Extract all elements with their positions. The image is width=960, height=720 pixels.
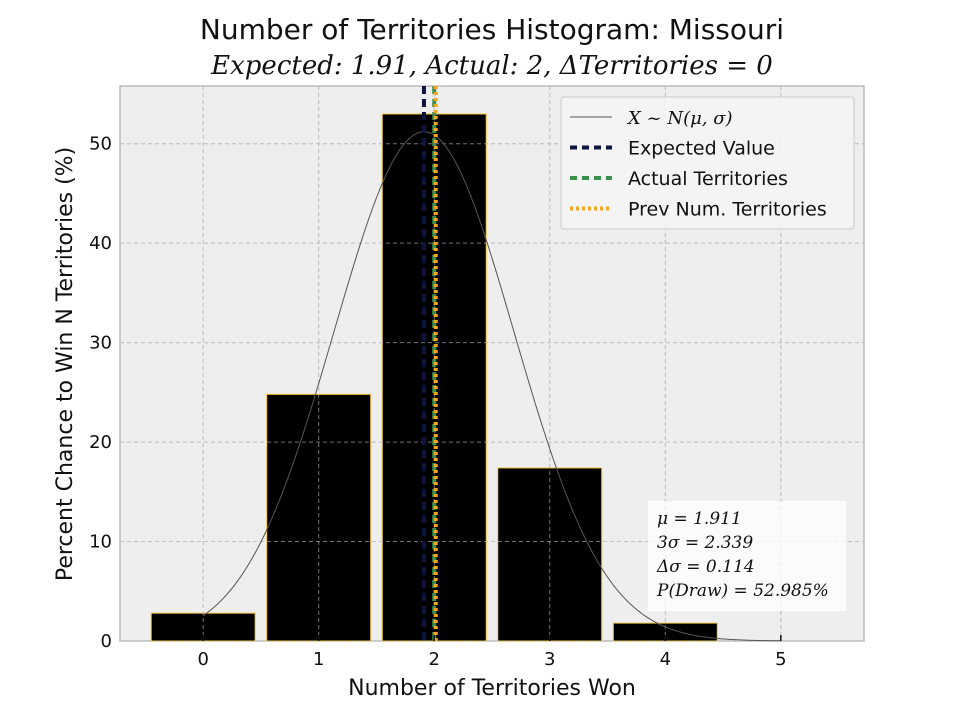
chart-title: Number of Territories Histogram: Missour… — [200, 13, 784, 46]
chart-subtitle: Expected: 1.91, Actual: 2, ΔTerritories … — [210, 51, 773, 81]
x-tick-label: 0 — [197, 649, 208, 670]
y-tick-label: 0 — [101, 631, 112, 652]
legend-label: Expected Value — [628, 138, 775, 160]
x-tick-label: 5 — [775, 649, 786, 670]
y-tick-label: 20 — [89, 432, 112, 453]
stats-line: Δσ = 0.114 — [656, 557, 755, 577]
stats-line: P(Draw) = 52.985% — [656, 581, 829, 601]
legend: X ~ N(μ, σ) Expected Value Actual Territor… — [560, 96, 855, 230]
y-tick-label: 50 — [89, 134, 112, 155]
normal-curve-line — [202, 131, 781, 642]
legend-label: X ~ N(μ, σ) — [626, 108, 733, 129]
reference-lines — [421, 86, 438, 641]
x-tick-label: 1 — [313, 649, 324, 670]
y-axis-label: Percent Chance to Win N Territories (%) — [53, 147, 78, 581]
legend-label: Actual Territories — [628, 168, 788, 190]
y-tick-label: 10 — [89, 532, 112, 553]
legend-label: Prev Num. Territories — [628, 199, 827, 221]
x-tick-label: 3 — [544, 649, 555, 670]
legend-box — [560, 96, 855, 230]
stats-line: 3σ = 2.339 — [657, 533, 753, 553]
x-tick-label: 4 — [660, 649, 671, 670]
x-axis-label: Number of Territories Won — [348, 676, 636, 701]
y-tick-label: 40 — [89, 233, 112, 254]
stats-background — [648, 501, 846, 611]
stats-line: μ = 1.911 — [657, 509, 742, 529]
y-tick-label: 30 — [89, 333, 112, 354]
x-tick-label: 2 — [429, 649, 440, 670]
normal-curve — [202, 131, 781, 642]
stats-box: μ = 1.911 3σ = 2.339 Δσ = 0.114 P(Draw) = 5… — [648, 501, 846, 611]
